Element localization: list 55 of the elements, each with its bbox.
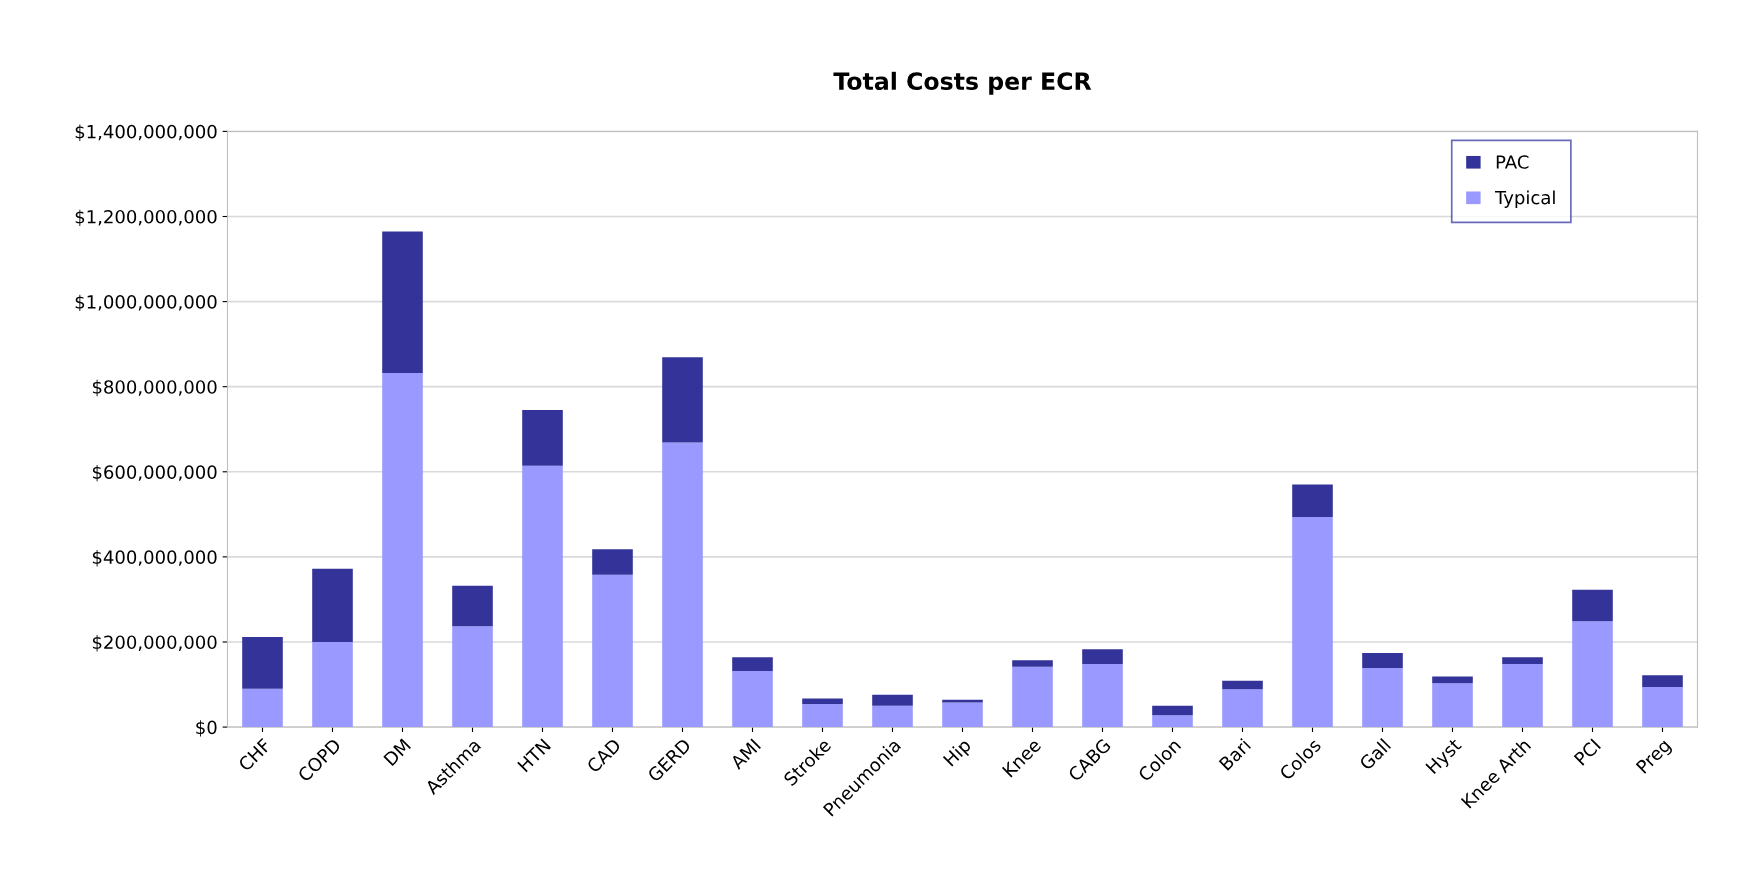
bar (592, 549, 633, 575)
x-tick-label: DM (383, 738, 411, 767)
y-tick-label: $1,200,000,000 (75, 209, 217, 227)
bar (382, 231, 423, 374)
y-tick-label: $600,000,000 (92, 464, 217, 482)
chart-title: Total Costs per ECR (833, 71, 1092, 95)
bar (802, 704, 843, 728)
bar (1222, 689, 1263, 728)
bar (1642, 675, 1683, 688)
bar (1362, 653, 1403, 668)
bar (452, 626, 493, 728)
x-tick-label: Hip (942, 737, 975, 770)
legend-label: PAC (1496, 155, 1529, 169)
bar (662, 442, 703, 728)
bar (732, 670, 773, 728)
bar (1222, 680, 1263, 690)
y-tick-label: $800,000,000 (92, 379, 217, 397)
bar (872, 694, 913, 706)
bar (732, 657, 773, 671)
bar (1012, 666, 1053, 728)
bar (1432, 683, 1473, 728)
legend-label: Typical (1494, 190, 1555, 208)
bar (1502, 657, 1543, 665)
x-tick-label: PCI (1573, 738, 1602, 766)
bar (1572, 621, 1613, 728)
bar (1012, 660, 1053, 667)
bar (1082, 649, 1123, 665)
bar (1292, 516, 1333, 728)
bar (872, 705, 913, 728)
bar (312, 641, 353, 728)
bar (312, 568, 353, 642)
y-tick-label: $1,000,000,000 (75, 294, 217, 312)
bar (1502, 664, 1543, 728)
y-tick-label: $0 (196, 720, 217, 737)
bar (1292, 484, 1333, 517)
bar (242, 636, 283, 689)
bar (1082, 664, 1123, 728)
bar (1642, 687, 1683, 728)
bar (1362, 667, 1403, 728)
bar (1432, 676, 1473, 684)
bar (1152, 705, 1193, 716)
y-tick-label: $1,400,000,000 (75, 124, 217, 141)
bar (382, 373, 423, 728)
bar (942, 702, 983, 728)
bar (522, 410, 563, 466)
bar (662, 357, 703, 443)
bar (242, 688, 283, 728)
bar (1152, 715, 1193, 728)
bar (522, 465, 563, 728)
y-tick-label: $200,000,000 (92, 635, 217, 652)
bar (452, 585, 493, 627)
bar (592, 574, 633, 728)
bar (802, 698, 843, 705)
bar (1572, 589, 1613, 622)
y-tick-label: $400,000,000 (92, 550, 217, 567)
